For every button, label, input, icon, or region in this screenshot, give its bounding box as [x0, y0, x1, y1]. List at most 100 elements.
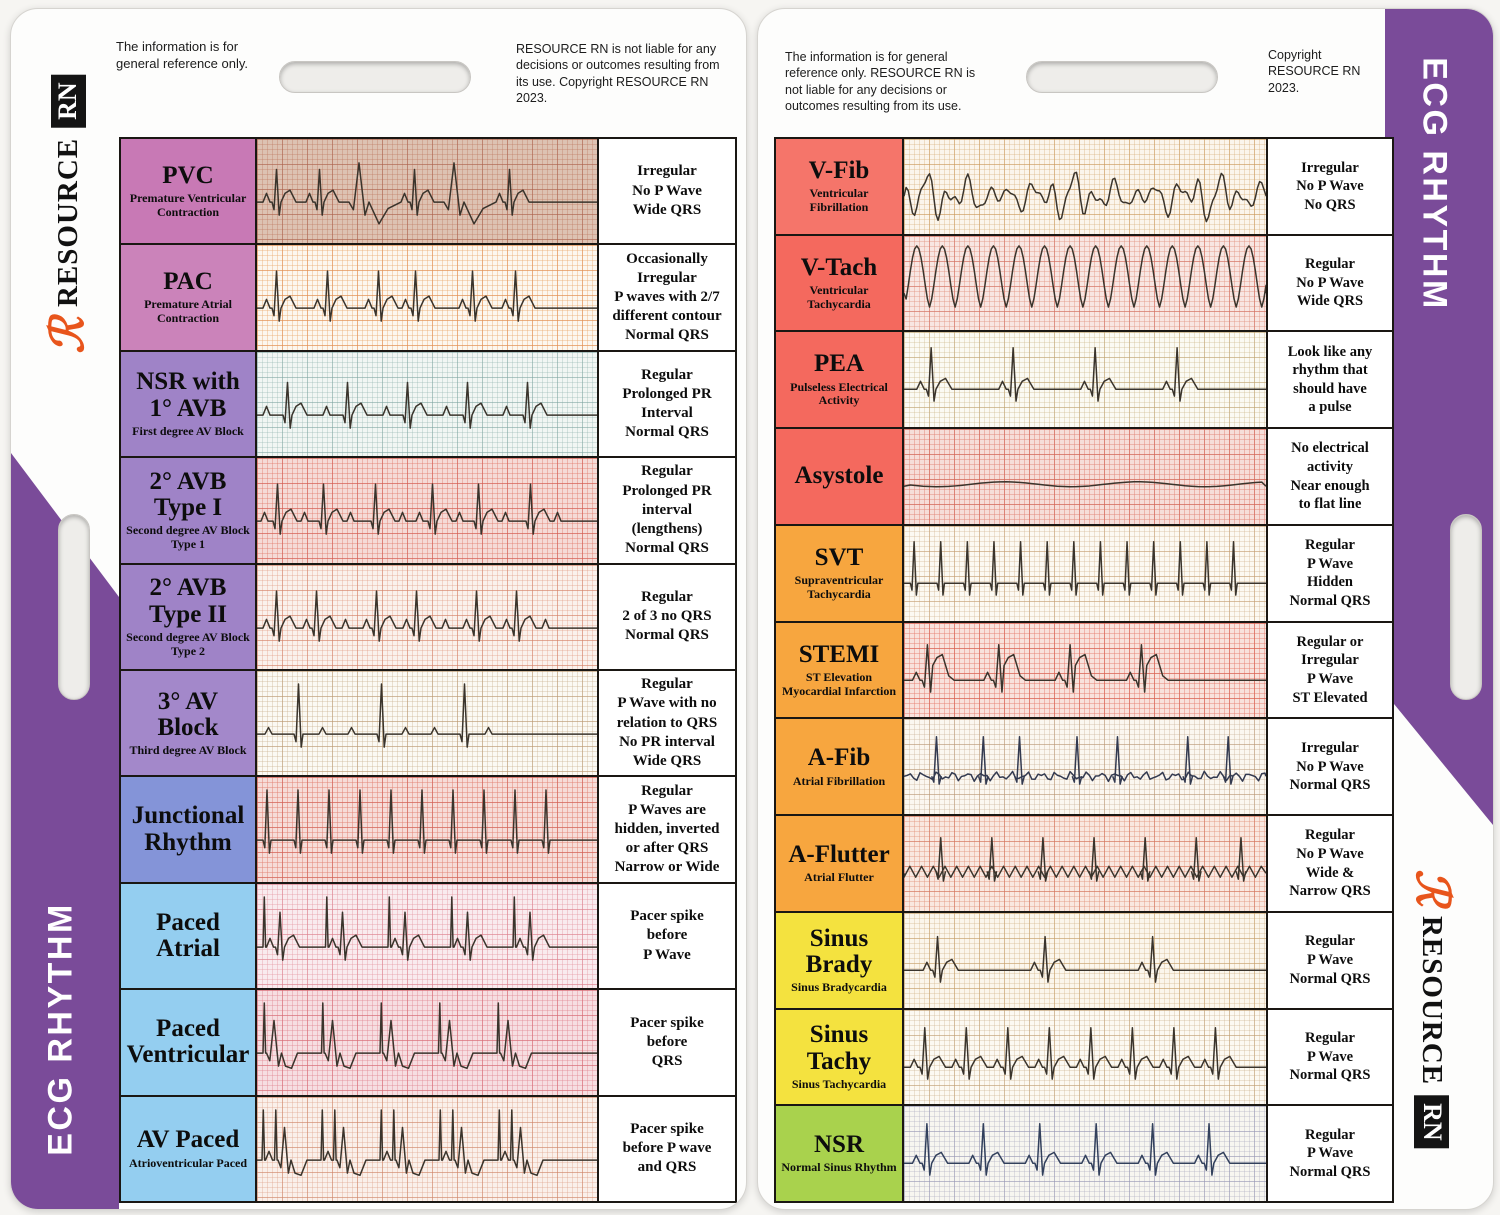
ecg-waveform — [257, 884, 597, 988]
rhythm-row-3-av-block: 3° AV Block Third degree AV Block Regular … — [121, 669, 735, 776]
ecg-strip-vtach — [904, 235, 1268, 331]
rhythm-row-2-avb-type-ii: 2° AVB Type II Second degree AV Block Typ… — [121, 562, 735, 670]
brand-rn-badge: RN — [1414, 1095, 1450, 1149]
ecg-strip-pacedav — [257, 1096, 599, 1202]
rhythm-name: PEA — [814, 350, 864, 378]
rhythm-characteristics: Regular 2 of 3 no QRS Normal QRS — [599, 564, 735, 670]
rhythm-name-cell: SVT Supraventricular Tachycardia — [776, 525, 904, 621]
rhythm-subtitle: Normal Sinus Rhythm — [781, 1160, 897, 1175]
rhythm-name-cell: Sinus Tachy Sinus Tachycardia — [776, 1009, 904, 1105]
resource-rn-logo-icon: ℛ — [1407, 869, 1458, 906]
rhythm-name: A-Flutter — [788, 840, 890, 868]
ecg-strip-pvc — [257, 139, 599, 244]
rhythm-name: Paced Atrial — [156, 908, 220, 963]
rhythm-name: SVT — [814, 543, 864, 571]
ecg-waveform — [904, 139, 1266, 234]
ecg-strip-stemi — [904, 622, 1268, 718]
ecg-waveform — [257, 565, 597, 669]
ecg-waveform — [257, 671, 597, 775]
rhythm-table: PVC Premature Ventricular Contraction Irre… — [119, 137, 737, 1203]
rhythm-characteristics: Irregular No P Wave Normal QRS — [1268, 719, 1392, 815]
rhythm-characteristics: Regular Prolonged PR Interval Normal QRS — [599, 351, 735, 457]
ecg-waveform — [904, 236, 1266, 331]
rhythm-characteristics: Regular No P Wave Wide & Narrow QRS — [1268, 816, 1392, 911]
rhythm-name-cell: 2° AVB Type II Second degree AV Block Typ… — [121, 564, 257, 670]
rhythm-characteristics: Regular P Wave Hidden Normal QRS — [1268, 525, 1392, 621]
rhythm-subtitle: Sinus Tachycardia — [791, 1076, 887, 1091]
rhythm-row-a-fib: A-Fib Atrial Fibrillation Irregular No P W… — [776, 717, 1392, 815]
ecg-waveform — [257, 1097, 597, 1201]
ecg-strip-asys — [904, 429, 1268, 524]
rhythm-subtitle: Atrial Flutter — [804, 870, 874, 885]
rhythm-name-cell: PAC Premature Atrial Contraction — [121, 245, 257, 350]
rhythm-row-junctional-rhythm: Junctional Rhythm Regular P Waves are hid… — [121, 775, 735, 882]
rhythm-subtitle: First degree AV Block — [132, 423, 244, 438]
rhythm-subtitle: Supraventricular Tachycardia — [794, 573, 884, 601]
ecg-waveform — [904, 719, 1266, 814]
ecg-card-front: The information is for general reference… — [10, 8, 747, 1210]
ecg-waveform — [257, 458, 597, 562]
rhythm-subtitle: Premature Atrial Contraction — [144, 297, 232, 326]
rhythm-characteristics: Irregular No P Wave No QRS — [1268, 139, 1392, 234]
rhythm-row-a-flutter: A-Flutter Atrial Flutter Regular No P Wave… — [776, 814, 1392, 911]
ecg-waveform — [904, 1106, 1266, 1201]
rhythm-subtitle: Atrioventricular Paced — [128, 1155, 248, 1170]
ecg-strip-afib — [904, 719, 1268, 815]
rhythm-name: Asystole — [794, 462, 884, 490]
rhythm-name-cell: PVC Premature Ventricular Contraction — [121, 139, 257, 244]
rhythm-name-cell: Junctional Rhythm — [121, 777, 257, 882]
ecg-strip-junct — [257, 777, 599, 882]
rhythm-characteristics: Look like any rhythm that should have a … — [1268, 332, 1392, 428]
rhythm-row-v-fib: V-Fib Ventricular Fibrillation Irregular N… — [776, 139, 1392, 234]
rhythm-name-cell: STEMI ST Elevation Myocardial Infarction — [776, 622, 904, 718]
rhythm-characteristics: Regular P Wave Normal QRS — [1268, 912, 1392, 1008]
rhythm-subtitle: Second degree AV Block Type 1 — [126, 523, 250, 552]
ecg-strip-aflutter — [904, 816, 1268, 911]
ecg-waveform — [904, 429, 1266, 524]
rhythm-row-pac: PAC Premature Atrial Contraction Occasiona… — [121, 243, 735, 350]
rhythm-characteristics: Regular P Wave with no relation to QRS N… — [599, 671, 735, 776]
rhythm-table: V-Fib Ventricular Fibrillation Irregular N… — [774, 137, 1394, 1203]
ecg-strip-longpr — [257, 351, 599, 457]
rhythm-characteristics: Pacer spike before P Wave — [599, 883, 735, 989]
resource-rn-logo-icon: ℛ — [42, 317, 93, 354]
rhythm-name-cell: 2° AVB Type I Second degree AV Block Type… — [121, 458, 257, 563]
ecg-strip-paceda — [257, 883, 599, 989]
rhythm-characteristics: Regular P Waves are hidden, inverted or … — [599, 777, 735, 882]
rhythm-row-sinus-tachy: Sinus Tachy Sinus Tachycardia Regular P Wa… — [776, 1007, 1392, 1105]
brand-logo: ℛ RESOURCE RN — [42, 74, 93, 354]
rhythm-name: NSR — [813, 1131, 864, 1159]
rhythm-subtitle: Second degree AV Block Type 2 — [126, 629, 250, 658]
rhythm-name: 3° AV Block — [157, 687, 219, 741]
rhythm-name-cell: V-Fib Ventricular Fibrillation — [776, 139, 904, 234]
rhythm-characteristics: Pacer spike before P wave and QRS — [599, 1096, 735, 1202]
brand-rn-badge: RN — [50, 74, 86, 128]
ecg-strip-svt — [904, 525, 1268, 621]
rhythm-row-v-tach: V-Tach Ventricular Tachycardia Regular No … — [776, 233, 1392, 331]
rhythm-row-asystole: Asystole No electrical activity Near enou… — [776, 427, 1392, 524]
rhythm-name-cell: Paced Ventricular — [121, 990, 257, 1095]
badge-slot — [279, 61, 471, 93]
rhythm-name: AV Paced — [136, 1126, 240, 1154]
rhythm-row-stemi: STEMI ST Elevation Myocardial Infarction R… — [776, 620, 1392, 718]
ecg-waveform — [257, 139, 597, 243]
rhythm-name: PAC — [163, 268, 213, 296]
ecg-waveform — [904, 816, 1266, 911]
ecg-strip-nsr — [904, 1106, 1268, 1202]
rhythm-characteristics: Regular P Wave Normal QRS — [1268, 1106, 1392, 1202]
ecg-card-back: The information is for general reference… — [757, 8, 1494, 1210]
rhythm-characteristics: Occasionally Irregular P waves with 2/7 … — [599, 245, 735, 350]
ecg-rhythm-label: ECG RHYTHM — [1415, 57, 1454, 311]
ecg-waveform — [904, 526, 1266, 621]
rhythm-characteristics: Pacer spike before QRS — [599, 990, 735, 1095]
rhythm-name-cell: V-Tach Ventricular Tachycardia — [776, 235, 904, 331]
ecg-strip-pacedv — [257, 990, 599, 1095]
ecg-strip-brady — [904, 912, 1268, 1008]
ecg-waveform — [257, 245, 597, 349]
rhythm-name: Paced Ventricular — [126, 1015, 250, 1069]
ecg-rhythm-label: ECG RHYTHM — [41, 902, 80, 1156]
brand-name: RESOURCE — [1416, 915, 1449, 1086]
rhythm-row-paced-atrial: Paced Atrial Pacer spike before P Wave — [121, 881, 735, 989]
badge-slot-vertical — [58, 514, 90, 700]
